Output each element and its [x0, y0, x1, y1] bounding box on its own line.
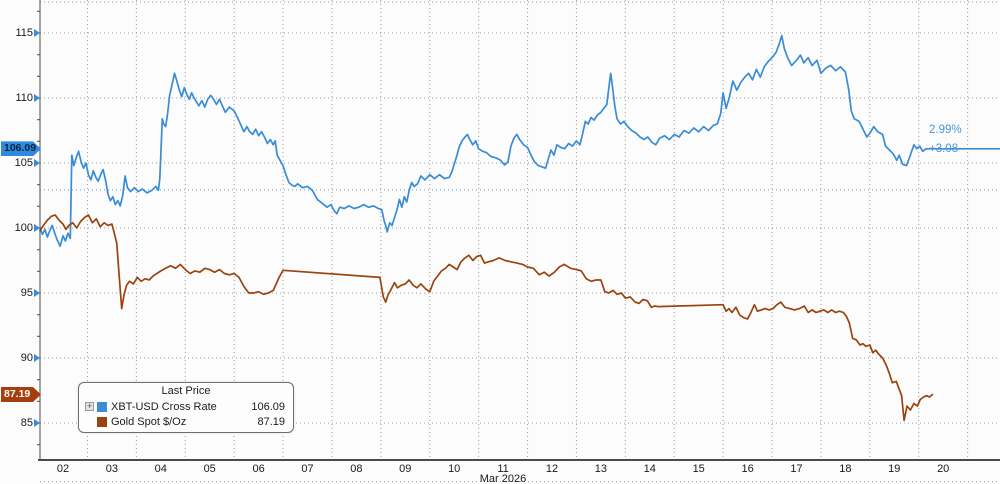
- y-axis-label: 85: [20, 417, 33, 429]
- x-axis-label: 17: [790, 463, 803, 475]
- x-axis-label: 14: [643, 463, 656, 475]
- gold-series-swatch-icon: [97, 416, 107, 427]
- x-axis-label: 12: [545, 463, 559, 475]
- last-price-tag-xbt: 106.09: [1, 141, 41, 157]
- x-axis-label: 16: [741, 463, 754, 475]
- x-axis-label: 18: [839, 463, 852, 475]
- x-axis-label: 20: [937, 463, 950, 475]
- y-tick-arrow-icon: [34, 159, 40, 167]
- y-tick-arrow-icon: [34, 29, 40, 37]
- y-axis-label: 110: [15, 92, 33, 104]
- x-axis-label: 06: [252, 463, 265, 475]
- legend[interactable]: Last Price + XBT-USD Cross Rate 106.09 G…: [78, 382, 294, 433]
- x-axis-label: 05: [203, 463, 216, 475]
- y-tick-arrow-icon: [34, 289, 40, 297]
- x-axis-month-label: Mar 2026: [479, 473, 527, 484]
- legend-item-xbt[interactable]: + XBT-USD Cross Rate 106.09: [79, 399, 293, 414]
- legend-value: 106.09: [251, 400, 285, 413]
- y-axis-label: 115: [15, 27, 33, 39]
- x-axis-label: 07: [301, 463, 314, 475]
- x-axis-label: 03: [105, 463, 119, 475]
- x-axis-label: 10: [448, 463, 461, 475]
- y-tick-arrow-icon: [34, 224, 40, 232]
- legend-value: 87.19: [257, 415, 285, 428]
- y-tick-arrow-icon: [34, 354, 40, 362]
- x-axis-label: 19: [888, 463, 901, 475]
- x-axis-label: 13: [594, 463, 608, 475]
- y-axis-label: 90: [20, 352, 33, 364]
- y-tick-arrow-icon: [34, 94, 40, 102]
- change-annotation: 2.99% +3.08: [929, 121, 962, 159]
- legend-expand-icon[interactable]: +: [85, 401, 94, 411]
- x-axis-label: 15: [692, 463, 705, 475]
- y-axis-label: 100: [14, 222, 33, 234]
- legend-label: XBT-USD Cross Rate: [111, 400, 217, 413]
- legend-label: Gold Spot $/Oz: [111, 415, 187, 428]
- change-absolute: +3.08: [929, 143, 959, 155]
- xbt-series-swatch-icon: [97, 401, 107, 412]
- change-percent: 2.99%: [929, 124, 962, 136]
- x-axis-label: 11: [497, 463, 509, 475]
- last-price-tag-gold: 87.19: [1, 387, 41, 403]
- legend-item-gold[interactable]: Gold Spot $/Oz 87.19: [79, 414, 293, 429]
- x-axis-label: 02: [56, 463, 70, 475]
- x-axis-label: 08: [350, 463, 363, 475]
- y-axis-label: 105: [14, 157, 33, 169]
- x-axis-label: 04: [154, 463, 167, 475]
- y-axis-label: 95: [20, 287, 33, 299]
- legend-title: Last Price: [161, 385, 211, 397]
- y-tick-arrow-icon: [34, 419, 40, 427]
- x-axis-label: 09: [399, 463, 412, 475]
